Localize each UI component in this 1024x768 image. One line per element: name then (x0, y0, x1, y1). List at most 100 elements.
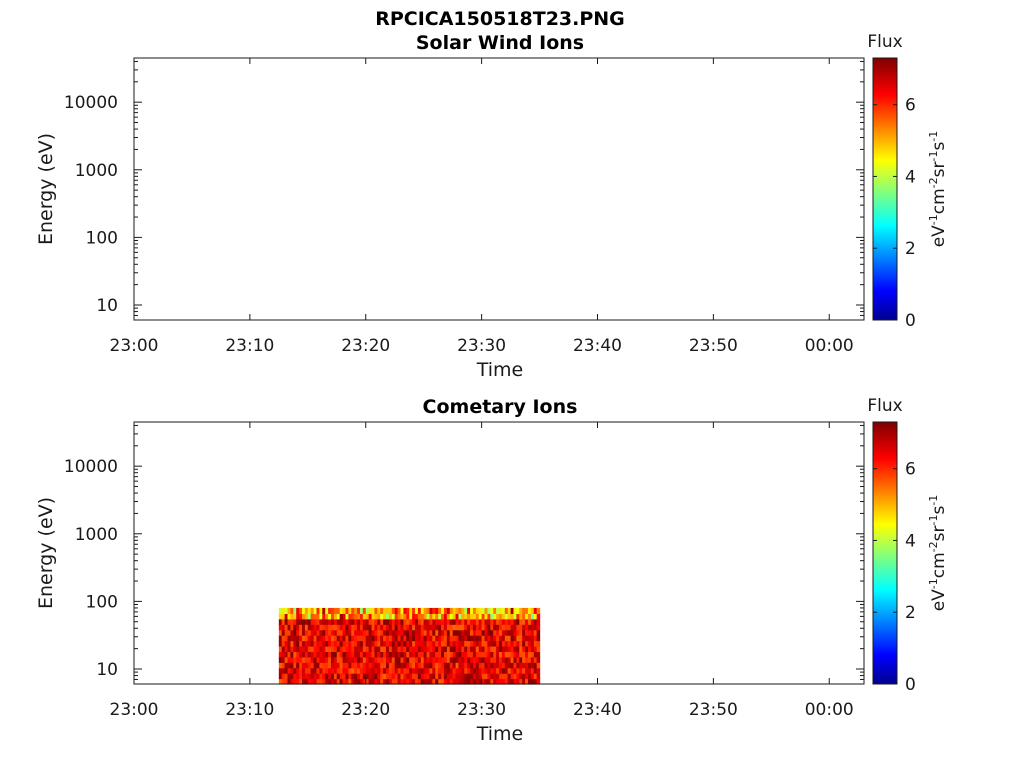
spectrogram-cell (499, 656, 503, 663)
spectrogram-cell (455, 629, 460, 636)
spectrogram-cell (391, 640, 396, 647)
spectrogram-cell (420, 673, 425, 680)
spectrogram-cell (380, 667, 384, 674)
spectrogram-cell (461, 651, 465, 658)
spectrogram-cell (293, 656, 297, 663)
spectrogram-cell (432, 662, 436, 669)
spectrogram-cell (302, 613, 306, 620)
spectrogram-cell (322, 645, 326, 652)
spectrogram-cell (464, 613, 468, 620)
spectrogram-cell (429, 667, 433, 674)
spectrogram-cell (493, 651, 497, 658)
spectrogram-cell (420, 662, 425, 669)
spectrogram-cell (362, 673, 367, 680)
spectrogram-cell (357, 624, 361, 631)
spectrogram-cell (307, 678, 312, 685)
spectrogram-cell (426, 624, 431, 631)
spectrogram-cell (313, 645, 318, 652)
spectrogram-cell (522, 662, 526, 669)
x-tick-label: 23:10 (225, 336, 274, 356)
spectrogram-cell (478, 613, 483, 620)
spectrogram-cell (423, 635, 428, 642)
spectrogram-cell (426, 651, 431, 658)
spectrogram-cell (391, 635, 396, 642)
spectrogram-cell (278, 618, 283, 625)
spectrogram-cell (467, 613, 471, 620)
spectrogram-cell (501, 651, 506, 658)
x-tick-label: 23:30 (457, 700, 506, 720)
spectrogram-cell (313, 656, 318, 663)
spectrogram-cell (359, 629, 364, 636)
spectrogram-cell (278, 662, 283, 669)
spectrogram-cell (336, 656, 341, 663)
spectrogram-cell (403, 635, 407, 642)
spectrogram-cell (307, 635, 312, 642)
spectrogram-cell (496, 662, 500, 669)
spectrogram-cell (499, 662, 503, 669)
spectrogram-cell (409, 635, 413, 642)
spectrogram-cell (322, 651, 326, 658)
spectrogram-cell (377, 624, 381, 631)
x-tick-label: 23:00 (110, 700, 159, 720)
spectrogram-cell (403, 667, 407, 674)
spectrogram-cell (423, 667, 428, 674)
spectrogram-cell (371, 645, 376, 652)
spectrogram-cell (472, 624, 477, 631)
y-axis-label: Energy (eV) (35, 497, 57, 609)
spectrogram-cell (412, 618, 416, 625)
spectrogram-cell (441, 656, 445, 663)
spectrogram-cell (452, 645, 457, 652)
spectrogram-cell (299, 662, 303, 669)
spectrogram-cell (536, 607, 541, 614)
spectrogram-cell (322, 613, 326, 620)
spectrogram-cell (522, 678, 526, 685)
spectrogram-cell (420, 656, 425, 663)
spectrogram-cell (345, 667, 349, 674)
spectrogram-cell (400, 651, 405, 658)
spectrogram-cell (464, 651, 468, 658)
spectrogram-cell (403, 678, 407, 685)
spectrogram-cell (409, 662, 413, 669)
spectrogram-cell (464, 662, 468, 669)
spectrogram-cell (333, 667, 338, 674)
spectrogram-cell (333, 635, 338, 642)
spectrogram-cell (397, 607, 402, 614)
spectrogram-cell (470, 640, 474, 647)
spectrogram-cell (351, 678, 355, 685)
spectrogram-cell (516, 667, 520, 674)
spectrogram-cell (435, 629, 439, 636)
spectrogram-cell (499, 645, 503, 652)
spectrogram-cell (426, 613, 431, 620)
spectrogram-cell (499, 667, 503, 674)
spectrogram-cell (394, 656, 399, 663)
spectrogram-cell (516, 656, 520, 663)
spectrogram-cell (348, 640, 352, 647)
spectrogram-cell (432, 651, 436, 658)
spectrogram-cell (299, 667, 303, 674)
spectrogram-cell (527, 656, 532, 663)
spectrogram-cell (472, 629, 477, 636)
spectrogram-cell (493, 607, 497, 614)
spectrogram-cell (409, 645, 413, 652)
spectrogram-cell (313, 607, 318, 614)
spectrogram-cell (377, 640, 381, 647)
spectrogram-cell (435, 662, 439, 669)
spectrogram-cell (472, 607, 477, 614)
spectrogram-cell (302, 645, 306, 652)
spectrogram-cell (513, 667, 517, 674)
spectrogram-cell (296, 673, 300, 680)
spectrogram-cell (525, 656, 529, 663)
spectrogram-cell (435, 645, 439, 652)
spectrogram-cell (513, 645, 517, 652)
spectrogram-cell (359, 607, 364, 614)
spectrogram-cell (383, 607, 387, 614)
spectrogram-cell (533, 629, 538, 636)
spectrogram-cell (530, 624, 535, 631)
spectrogram-cell (386, 651, 390, 658)
spectrogram-cell (522, 640, 526, 647)
spectrogram-cell (281, 651, 286, 658)
spectrogram-cell (435, 635, 439, 642)
spectrogram-cell (383, 640, 387, 647)
spectrogram-cell (336, 645, 341, 652)
spectrogram-cell (287, 678, 292, 685)
